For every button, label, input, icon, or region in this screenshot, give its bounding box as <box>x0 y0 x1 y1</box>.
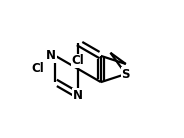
Text: S: S <box>122 67 130 80</box>
Text: Cl: Cl <box>31 62 44 75</box>
Text: N: N <box>73 89 83 102</box>
Text: Cl: Cl <box>72 54 85 67</box>
Text: N: N <box>46 49 56 62</box>
